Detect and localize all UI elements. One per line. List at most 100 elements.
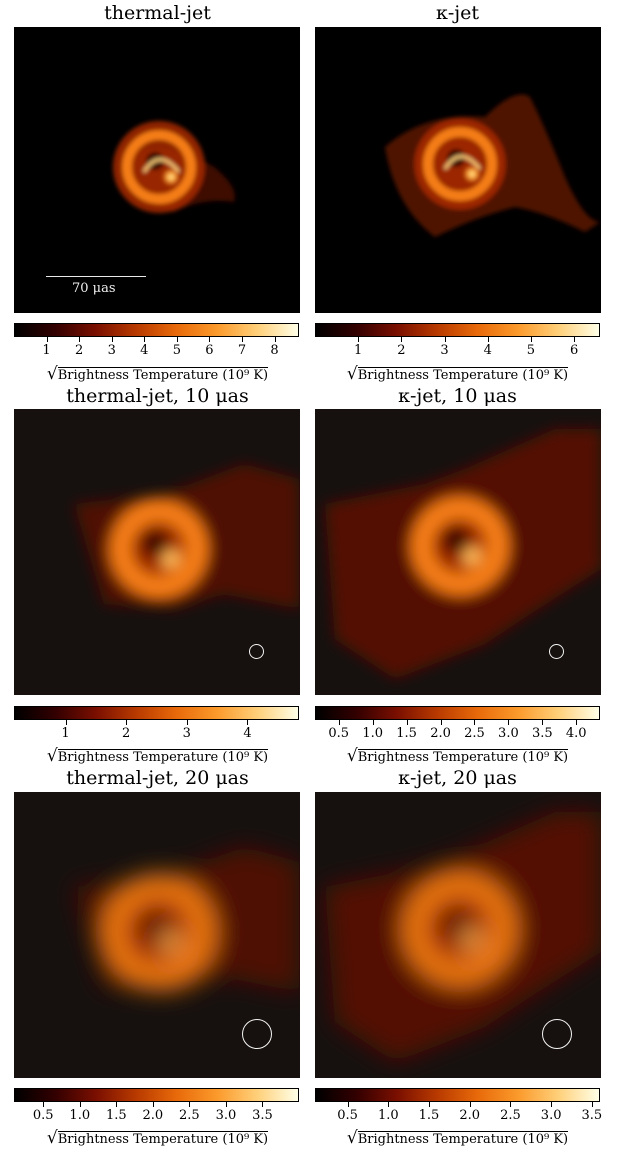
colorbar-ticks-kappa-jet-10: 0.5 1.0 1.5 2.0 2.5 3.0 3.5 4.0 xyxy=(315,720,600,741)
colorbar-tick xyxy=(247,720,249,725)
colorbar-tick-label: 1.0 xyxy=(69,1108,91,1123)
colorbar-tick xyxy=(225,1102,227,1107)
emission-map xyxy=(385,94,600,237)
colorbar-tick xyxy=(591,1102,593,1107)
image-kappa-jet xyxy=(315,27,601,313)
colorbar-tick-label: 2 xyxy=(122,726,131,741)
colorbar-ticks-kappa-jet: 1 2 3 4 5 6 xyxy=(315,337,600,358)
emission-map xyxy=(325,429,601,679)
colorbar-tick xyxy=(372,720,374,725)
image-thermal-jet: 70 μas xyxy=(14,27,300,313)
colorbar-thermal-jet-10 xyxy=(14,706,299,720)
emission-map xyxy=(325,812,601,1062)
colorbar-thermal-jet-20 xyxy=(14,1088,299,1102)
colorbar-tick-label: 3 xyxy=(107,343,116,358)
colorbar-tick xyxy=(576,720,578,725)
panel-title-thermal-jet-10: thermal-jet, 10 μas xyxy=(66,385,249,407)
beam-circle xyxy=(249,644,264,659)
image-thermal-jet-10 xyxy=(14,409,300,695)
colorbar-kappa-jet xyxy=(315,323,600,337)
colorbar-tick-label: 4 xyxy=(483,343,492,358)
colorbar-tick xyxy=(79,1102,81,1107)
colorbar-tick xyxy=(440,720,442,725)
colorbar-kappa-jet-20 xyxy=(315,1088,600,1102)
colorbar-tick-label: 2.5 xyxy=(500,1108,521,1123)
colorbar-tick xyxy=(551,1102,553,1107)
colorbar-tick-label: 2 xyxy=(397,343,406,358)
colorbar-tick-label: 2.5 xyxy=(179,1108,200,1123)
colorbar-thermal-jet xyxy=(14,323,299,337)
colorbar-tick-label: 1.5 xyxy=(105,1108,127,1123)
colorbar-tick-label: 3.0 xyxy=(498,726,519,741)
colorbar-tick-label: 1.5 xyxy=(396,726,417,741)
colorbar-tick xyxy=(111,337,113,342)
scale-bar-label: 70 μas xyxy=(72,281,116,296)
colorbar-tick-label: 0.5 xyxy=(337,1108,358,1123)
colorbar-tick xyxy=(508,720,510,725)
colorbar-ticks-thermal-jet-10: 1 2 3 4 xyxy=(14,720,299,741)
colorbar-tick-label: 4.0 xyxy=(565,726,587,741)
beam-circle xyxy=(242,1019,272,1049)
colorbar-tick-label: 2.0 xyxy=(430,726,451,741)
panel-title-thermal-jet-20: thermal-jet, 20 μas xyxy=(66,767,249,789)
colorbar-tick xyxy=(338,720,340,725)
colorbar-tick xyxy=(176,337,178,342)
beam-circle xyxy=(549,644,564,659)
colorbar-label: √Brightness Temperature (10⁹ K) xyxy=(346,1128,569,1148)
colorbar-tick xyxy=(189,1102,191,1107)
colorbar-tick-label: 1.0 xyxy=(362,726,384,741)
panel-title-kappa-jet: κ-jet xyxy=(435,2,480,24)
colorbar-tick-label: 3.5 xyxy=(531,726,553,741)
colorbar-tick-label: 2 xyxy=(75,343,84,358)
colorbar-tick-label: 5 xyxy=(526,343,536,358)
colorbar-label: √Brightness Temperature (10⁹ K) xyxy=(46,746,269,766)
colorbar-tick-label: 6 xyxy=(205,343,214,358)
colorbar-ticks-kappa-jet-20: 0.5 1.0 1.5 2.0 2.5 3.0 3.5 xyxy=(315,1102,603,1123)
colorbar-tick xyxy=(242,337,243,342)
image-thermal-jet-20 xyxy=(14,792,300,1078)
colorbar-tick-label: 1 xyxy=(42,343,51,358)
colorbar-tick xyxy=(65,720,67,725)
colorbar-tick xyxy=(406,720,408,725)
colorbar-tick-label: 2.0 xyxy=(459,1108,481,1123)
colorbar-tick xyxy=(347,1102,349,1107)
colorbar-tick-label: 0.5 xyxy=(32,1108,54,1123)
image-kappa-jet-10 xyxy=(315,409,601,695)
emission-map xyxy=(113,121,235,213)
colorbar-tick-label: 3 xyxy=(182,726,191,741)
colorbar-tick-label: 6 xyxy=(569,343,579,358)
colorbar-tick xyxy=(574,337,576,342)
colorbar-tick xyxy=(487,337,489,342)
colorbar-tick xyxy=(209,337,211,342)
colorbar-tick xyxy=(43,1102,45,1107)
colorbar-tick xyxy=(46,337,48,342)
colorbar-tick xyxy=(388,1102,390,1107)
scale-bar xyxy=(46,276,146,277)
colorbar-tick xyxy=(144,337,146,342)
colorbar-tick-label: 8 xyxy=(270,343,279,358)
colorbar-tick-label: 2.5 xyxy=(464,726,485,741)
emission-map xyxy=(74,464,299,609)
colorbar-ticks-thermal-jet: 1 2 3 4 5 6 7 8 xyxy=(14,337,299,358)
colorbar-kappa-jet-10 xyxy=(315,706,600,720)
colorbar-tick xyxy=(542,720,544,725)
colorbar-label: √Brightness Temperature (10⁹ K) xyxy=(346,746,569,766)
colorbar-tick xyxy=(401,337,403,342)
colorbar-tick xyxy=(444,337,446,342)
colorbar-tick-label: 0.5 xyxy=(328,726,350,741)
colorbar-tick xyxy=(474,720,476,725)
panel-title-thermal-jet: thermal-jet xyxy=(104,2,211,24)
colorbar-label: √Brightness Temperature (10⁹ K) xyxy=(46,364,269,384)
colorbar-tick xyxy=(152,1102,154,1107)
colorbar-tick xyxy=(358,337,360,342)
colorbar-tick xyxy=(186,720,188,725)
colorbar-tick-label: 1 xyxy=(61,726,70,741)
colorbar-tick xyxy=(530,337,532,342)
colorbar-tick-label: 1.0 xyxy=(377,1108,399,1123)
colorbar-tick-label: 7 xyxy=(237,343,247,358)
colorbar-tick xyxy=(262,1102,264,1107)
colorbar-tick-label: 1.5 xyxy=(418,1108,440,1123)
colorbar-tick xyxy=(510,1102,512,1107)
colorbar-tick-label: 3.5 xyxy=(581,1108,603,1123)
image-kappa-jet-20 xyxy=(315,792,601,1078)
